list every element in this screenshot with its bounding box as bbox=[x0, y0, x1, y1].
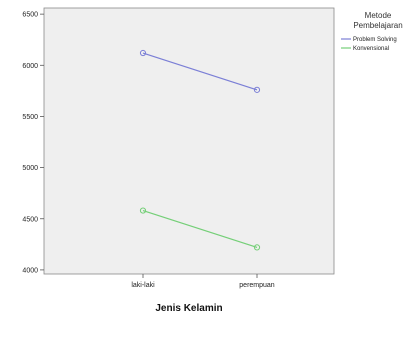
series-1-point-1 bbox=[253, 244, 261, 251]
y-tick-label-0: 4000 bbox=[22, 267, 38, 274]
legend-items: Problem Solving Konvensional bbox=[341, 37, 397, 52]
x-axis: laki-laki perempuan bbox=[131, 274, 275, 289]
legend-title-line1: Metode bbox=[365, 11, 392, 20]
x-axis-label: Jenis Kelamin bbox=[155, 303, 222, 314]
y-tick-label-1: 4500 bbox=[22, 216, 38, 223]
series-layer bbox=[139, 49, 261, 251]
y-axis: 4000 4500 5000 5500 6000 6500 bbox=[22, 12, 44, 274]
plot-area bbox=[43, 7, 335, 275]
x-tick-label-1: perempuan bbox=[239, 282, 275, 289]
series-0-point-1 bbox=[253, 86, 261, 93]
series-line-0 bbox=[142, 52, 258, 91]
y-tick-label-2: 5000 bbox=[22, 165, 38, 172]
series-line-1 bbox=[142, 209, 258, 248]
y-tick-label-3: 5500 bbox=[22, 114, 38, 121]
legend-title-line2: Pembelajaran bbox=[353, 21, 402, 30]
x-tick-label-0: laki-laki bbox=[131, 282, 155, 289]
y-tick-label-5: 6500 bbox=[22, 12, 38, 19]
legend-label-0: Problem Solving bbox=[353, 37, 397, 43]
legend: Metode Pembelajaran Problem Solving Konve… bbox=[341, 11, 403, 52]
series-1-point-0 bbox=[139, 207, 147, 214]
series-0-point-0 bbox=[139, 49, 147, 57]
legend-label-1: Konvensional bbox=[353, 46, 389, 52]
y-tick-label-4: 6000 bbox=[22, 63, 38, 70]
